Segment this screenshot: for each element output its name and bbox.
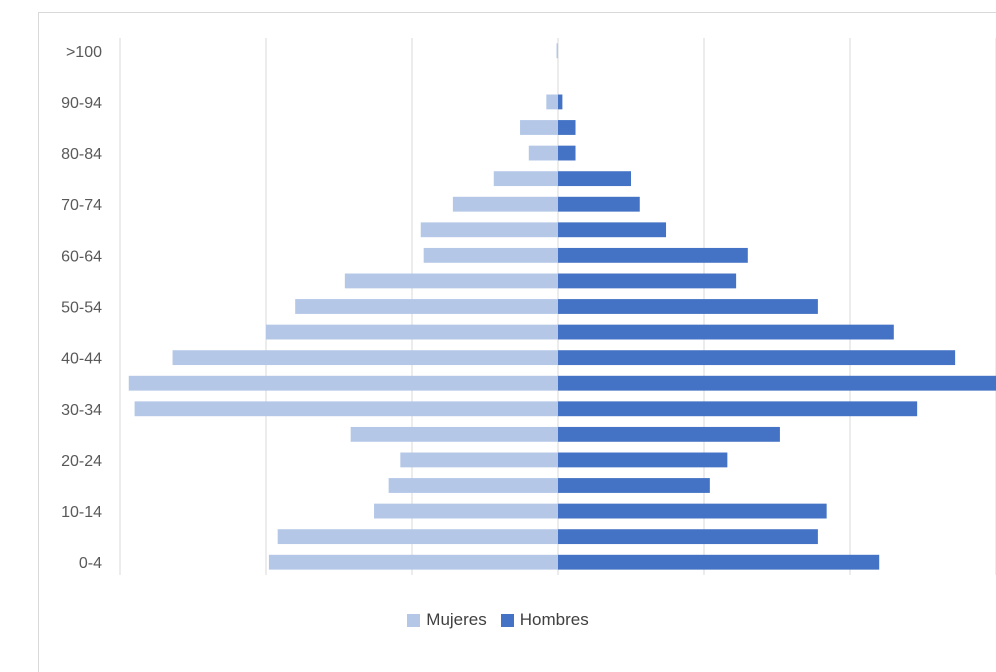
bar-mujeres-14 [452, 196, 558, 212]
bar-mujeres-10 [295, 299, 558, 314]
bar-hombres-18 [558, 94, 563, 110]
bar-hombres-10 [558, 299, 818, 314]
bar-hombres-15 [558, 171, 631, 187]
bar-hombres-5 [558, 426, 780, 442]
y-tick-label-16: 80-84 [61, 146, 102, 163]
bar-hombres-1 [558, 529, 818, 545]
bar-mujeres-8 [172, 350, 558, 366]
y-tick-label-8: 40-44 [61, 351, 102, 368]
bar-mujeres-15 [493, 171, 558, 187]
bar-hombres-11 [558, 273, 737, 289]
bar-hombres-6 [558, 401, 918, 417]
bar-hombres-17 [558, 120, 576, 135]
y-tick-label-4: 20-24 [61, 453, 102, 470]
bar-hombres-8 [558, 350, 956, 366]
bar-mujeres-12 [423, 247, 558, 263]
legend-item-mujeres: Mujeres [407, 610, 487, 630]
bar-hombres-0 [558, 554, 880, 570]
bar-hombres-16 [558, 145, 576, 161]
bar-mujeres-4 [400, 452, 558, 468]
bar-hombres-7 [558, 375, 996, 391]
y-tick-label-20: >100 [66, 44, 102, 61]
bar-mujeres-9 [266, 324, 558, 340]
legend-item-hombres: Hombres [500, 610, 589, 630]
bar-mujeres-13 [420, 222, 558, 238]
y-tick-label-14: 70-74 [61, 197, 102, 214]
bar-hombres-12 [558, 247, 748, 263]
bar-hombres-2 [558, 503, 827, 519]
bar-hombres-14 [558, 196, 640, 212]
bar-mujeres-17 [520, 120, 558, 135]
legend: Mujeres Hombres [0, 610, 996, 630]
bar-hombres-13 [558, 222, 667, 238]
legend-swatch-mujeres [407, 613, 421, 627]
bar-mujeres-18 [546, 94, 558, 110]
bar-hombres-4 [558, 452, 728, 468]
y-tick-label-12: 60-64 [61, 248, 102, 265]
bar-hombres-3 [558, 478, 710, 493]
bar-mujeres-20 [556, 43, 558, 59]
legend-label-mujeres: Mujeres [426, 610, 487, 629]
y-tick-label-10: 50-54 [61, 300, 102, 317]
bar-mujeres-16 [528, 145, 558, 161]
bar-mujeres-5 [350, 426, 558, 442]
y-tick-label-18: 90-94 [61, 95, 102, 112]
legend-label-hombres: Hombres [519, 610, 589, 629]
bar-mujeres-11 [344, 273, 558, 289]
chart-frame [38, 12, 996, 672]
bar-mujeres-1 [277, 529, 558, 545]
bar-mujeres-0 [268, 554, 558, 570]
y-tick-label-6: 30-34 [61, 402, 102, 419]
bar-hombres-9 [558, 324, 894, 340]
y-tick-label-2: 10-14 [61, 504, 102, 521]
bar-mujeres-2 [374, 503, 558, 519]
legend-swatch-hombres [500, 613, 514, 627]
bar-mujeres-3 [388, 478, 558, 493]
population-pyramid-chart: 0-4 10-14 20-24 30-34 40-44 50-54 60-64 70-74 80… [61, 38, 996, 575]
bar-mujeres-7 [128, 375, 558, 391]
y-tick-label-0: 0-4 [79, 555, 102, 572]
bar-mujeres-6 [134, 401, 558, 417]
